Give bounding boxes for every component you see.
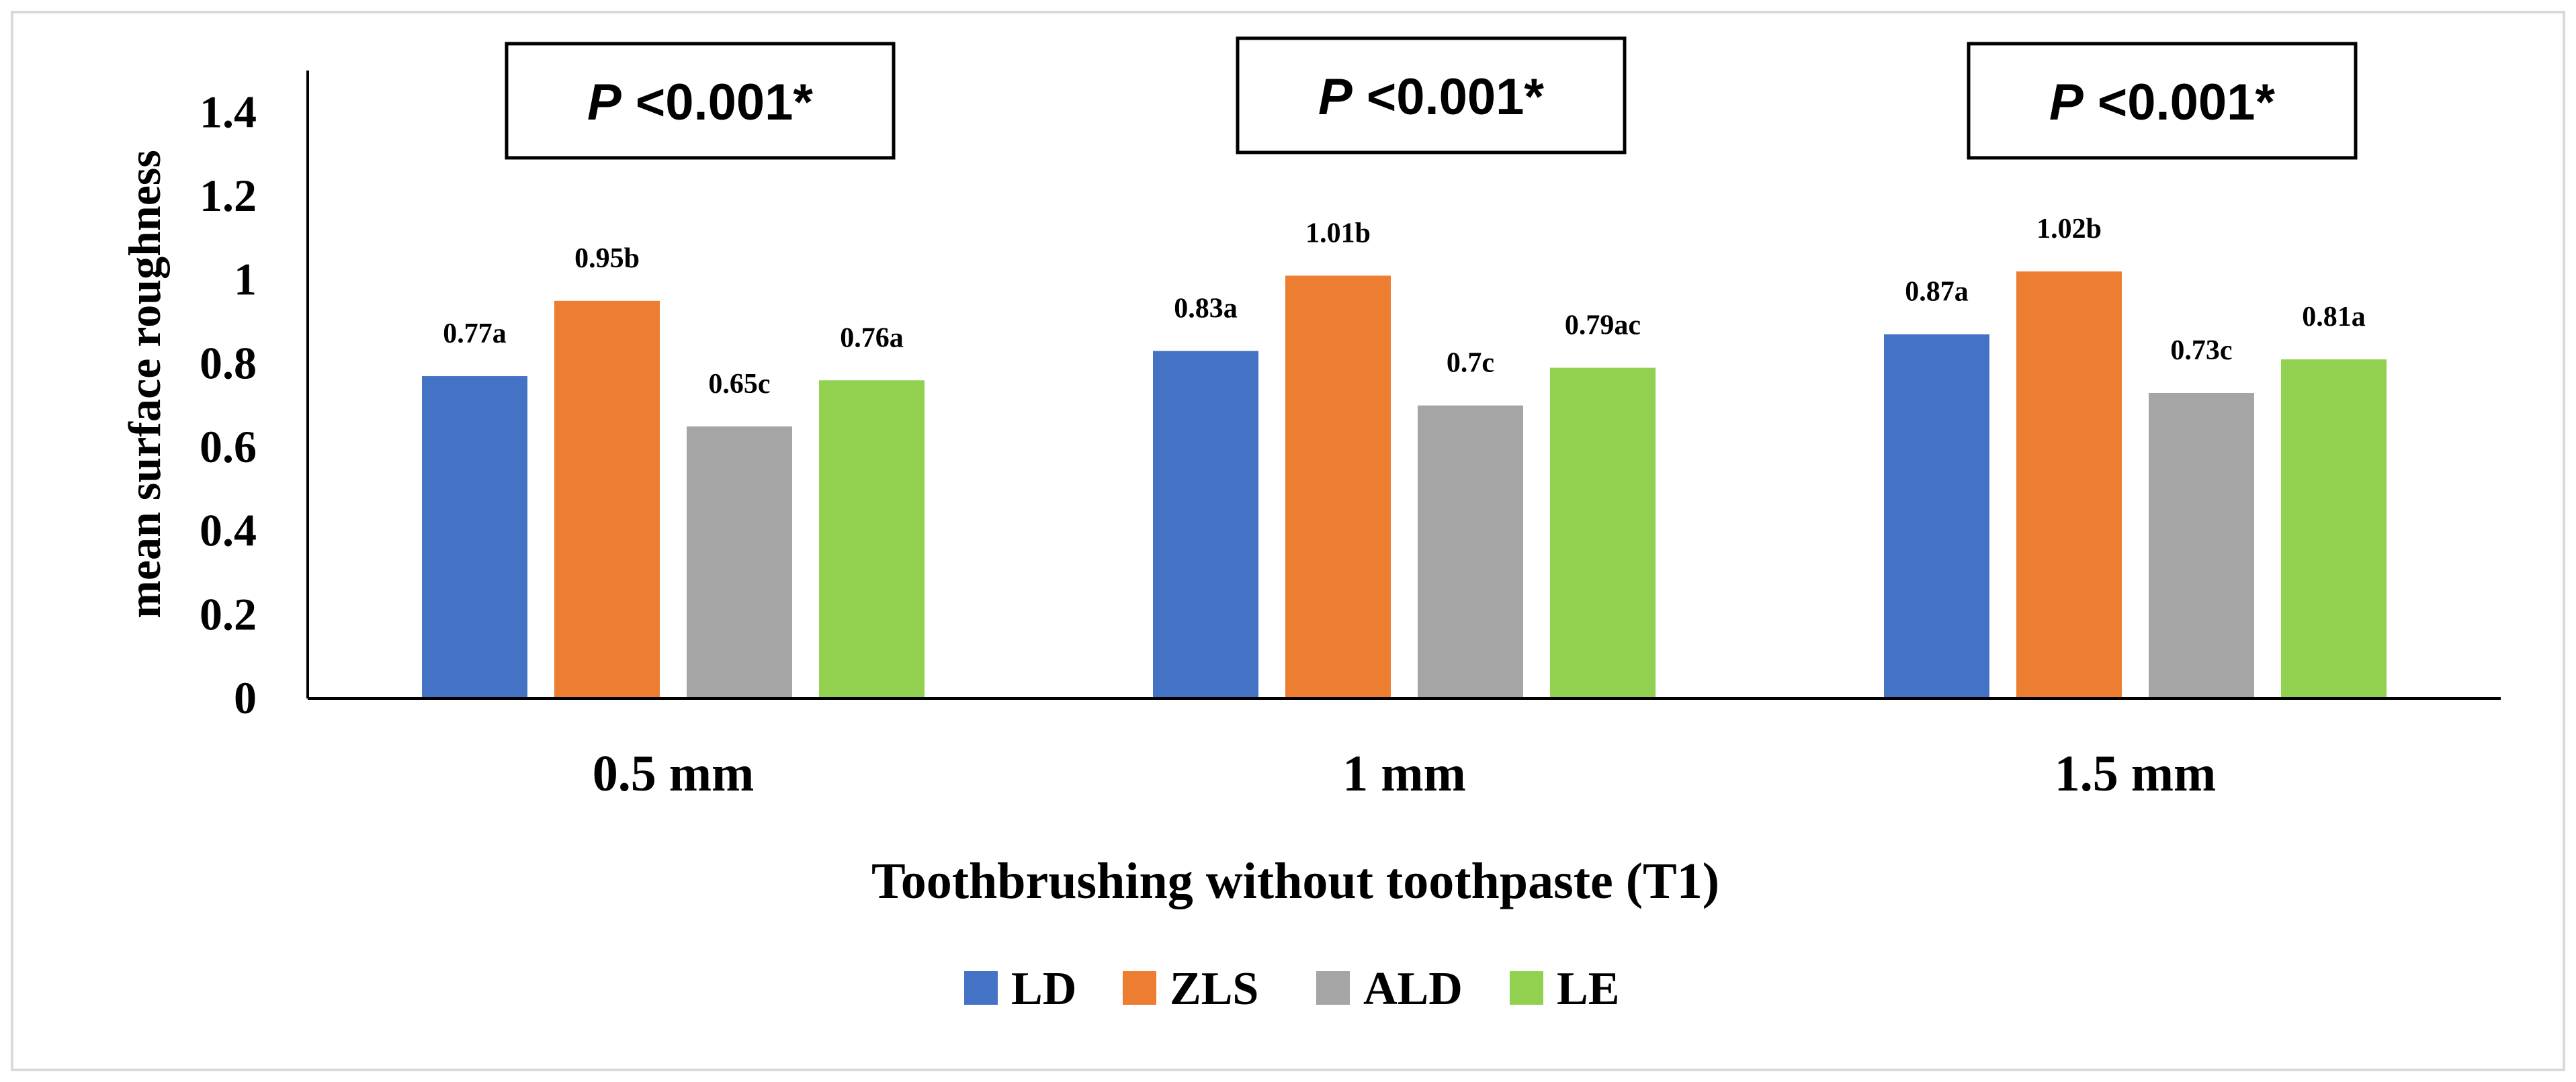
data-label-ld-1: 0.83a bbox=[1174, 294, 1238, 324]
y-tick-label: 1.2 bbox=[200, 170, 257, 221]
legend-item-le: LE bbox=[1510, 963, 1619, 1015]
p-value-annotation: P <0.001* bbox=[1967, 42, 2358, 160]
data-label-le-0: 0.76a bbox=[840, 322, 904, 353]
bar-le-2 bbox=[2281, 359, 2387, 698]
data-label-ald-1: 0.7c bbox=[1447, 348, 1494, 379]
x-axis-title: Toothbrushing without toothpaste (T1) bbox=[871, 853, 1719, 909]
bars bbox=[422, 271, 2387, 698]
p-value-text: P <0.001* bbox=[587, 74, 813, 131]
legend-swatch bbox=[1123, 971, 1156, 1005]
legend-item-zls: ZLS bbox=[1123, 963, 1258, 1015]
p-symbol: P bbox=[1318, 69, 1353, 126]
bar-le-0 bbox=[819, 380, 925, 698]
p-value: <0.001* bbox=[2084, 74, 2276, 131]
bar-ld-2 bbox=[1884, 334, 1989, 698]
legend-swatch bbox=[964, 971, 998, 1005]
data-label-le-1: 0.79ac bbox=[1565, 310, 1641, 341]
data-label-le-2: 0.81a bbox=[2302, 302, 2366, 332]
data-label-ald-2: 0.73c bbox=[2170, 335, 2232, 366]
bar-le-1 bbox=[1550, 367, 1656, 698]
p-value-annotation: P <0.001* bbox=[505, 42, 896, 160]
p-value-box bbox=[1236, 36, 1627, 154]
p-value-text: P <0.001* bbox=[1318, 69, 1544, 126]
bar-ld-0 bbox=[422, 376, 527, 698]
y-axis-title: mean surface roughness bbox=[119, 150, 170, 619]
legend-item-ld: LD bbox=[964, 963, 1076, 1015]
data-label-ld-0: 0.77a bbox=[443, 318, 507, 349]
p-symbol: P bbox=[587, 74, 621, 131]
bar-ald-0 bbox=[687, 426, 792, 698]
bar-zls-2 bbox=[2016, 271, 2122, 698]
legend-label: LE bbox=[1557, 963, 1619, 1015]
p-value: <0.001* bbox=[1353, 69, 1545, 126]
p-value-box bbox=[1967, 42, 2358, 160]
y-tick-label: 0.8 bbox=[200, 337, 257, 388]
data-label-zls-0: 0.95b bbox=[574, 243, 640, 274]
p-value-text: P <0.001* bbox=[2049, 74, 2275, 131]
bar-ald-2 bbox=[2149, 392, 2254, 698]
y-tick-label: 0.6 bbox=[200, 421, 257, 472]
p-value-annotation: P <0.001* bbox=[1236, 36, 1627, 154]
x-tick-labels: 0.5 mm 1 mm 1.5 mm bbox=[593, 746, 2217, 802]
y-tick-label: 1 bbox=[234, 254, 257, 305]
p-value: <0.001* bbox=[621, 74, 814, 131]
y-tick-label: 1.4 bbox=[200, 86, 257, 137]
legend-swatch bbox=[1510, 971, 1543, 1005]
data-label-zls-2: 1.02b bbox=[2036, 214, 2102, 244]
annotations: P <0.001* P <0.001* P <0.001* bbox=[505, 36, 2358, 160]
x-tick-label: 1.5 mm bbox=[2055, 746, 2217, 802]
legend-item-ald: ALD bbox=[1316, 963, 1463, 1015]
bar-zls-1 bbox=[1285, 275, 1391, 698]
legend-label: ZLS bbox=[1170, 963, 1258, 1015]
y-tick-labels: 0 0.2 0.4 0.6 0.8 1 1.2 1.4 bbox=[200, 86, 257, 723]
legend-label: ALD bbox=[1363, 963, 1463, 1015]
bar-zls-0 bbox=[554, 300, 660, 698]
bar-labels: 0.77a 0.95b 0.65c 0.76a 0.83a 1.01b 0.7c 0.79ac… bbox=[443, 214, 2366, 400]
bar-ld-1 bbox=[1153, 351, 1258, 698]
y-tick-label: 0.2 bbox=[200, 588, 257, 639]
y-tick-label: 0 bbox=[234, 672, 257, 723]
legend-swatch bbox=[1316, 971, 1350, 1005]
legend: LD ZLS ALD LE bbox=[964, 963, 1619, 1015]
data-label-ld-2: 0.87a bbox=[1905, 277, 1969, 308]
data-label-ald-0: 0.65c bbox=[708, 369, 770, 400]
x-tick-label: 0.5 mm bbox=[593, 746, 755, 802]
bar-ald-1 bbox=[1418, 405, 1523, 698]
x-tick-label: 1 mm bbox=[1342, 746, 1466, 802]
y-tick-label: 0.4 bbox=[200, 505, 257, 556]
p-symbol: P bbox=[2049, 74, 2084, 131]
data-label-zls-1: 1.01b bbox=[1305, 218, 1371, 249]
legend-label: LD bbox=[1011, 963, 1076, 1015]
p-value-box bbox=[505, 42, 896, 160]
